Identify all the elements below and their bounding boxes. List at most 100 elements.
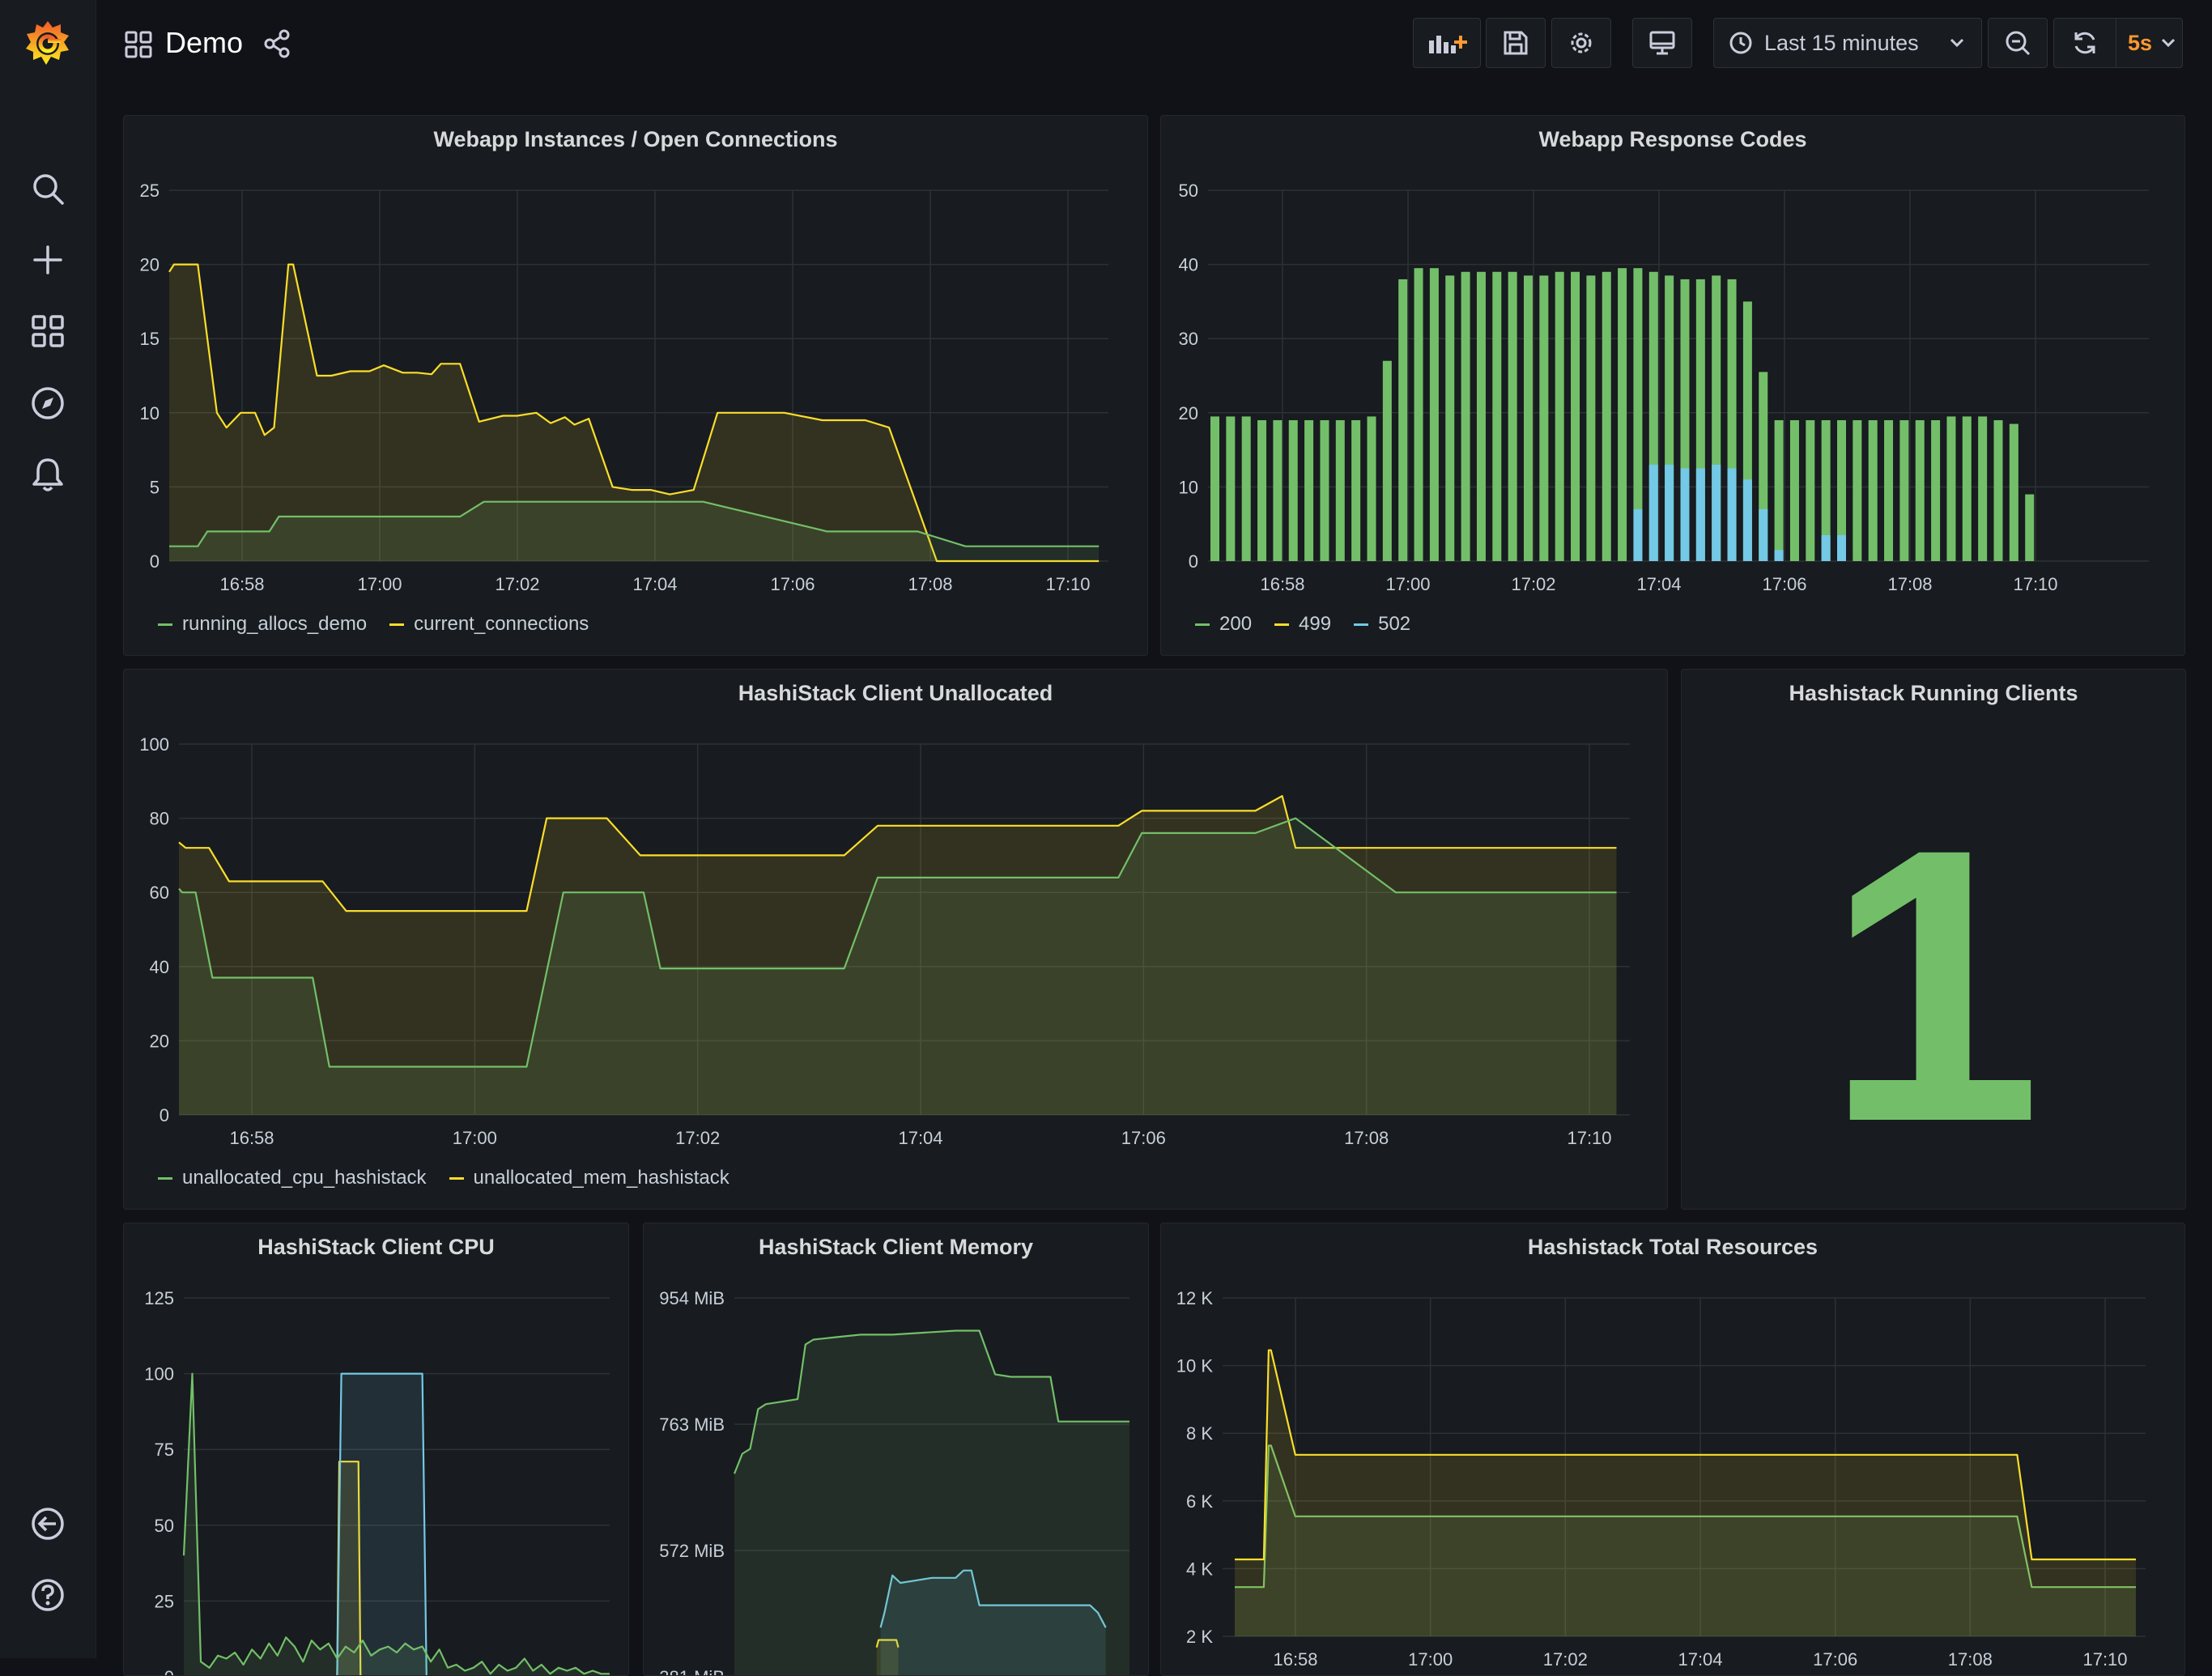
y-tick-label: 60 [150, 883, 169, 903]
panel-running-clients[interactable]: Hashistack Running Clients 1 [1681, 669, 2186, 1210]
search-icon[interactable] [23, 164, 72, 213]
gear-icon [1568, 29, 1595, 57]
bar [1853, 420, 1861, 561]
legend-item[interactable]: current_connections [389, 613, 589, 636]
legend-item[interactable]: running_allocs_demo [158, 613, 367, 636]
x-tick-label: 16:58 [1260, 574, 1304, 594]
top-nav-bar: Demo Last 15 minutes 5s [96, 0, 2212, 89]
bar [1445, 275, 1454, 561]
chart-legend: unallocated_cpu_hashistack unallocated_m… [158, 1167, 730, 1189]
refresh-picker[interactable]: 5s [2053, 18, 2183, 68]
y-tick-label: 10 [140, 403, 160, 423]
y-tick-label: 2 K [1186, 1627, 1213, 1647]
bar [1368, 416, 1376, 561]
zoom-out-button[interactable] [1988, 18, 2048, 68]
series-area [734, 1331, 1129, 1676]
time-range-picker[interactable]: Last 15 minutes [1713, 18, 1982, 68]
x-tick-label: 17:02 [495, 574, 539, 594]
bar [1461, 272, 1470, 561]
y-tick-label: 381 MiB [659, 1667, 725, 1676]
refresh-interval[interactable]: 5s [2128, 31, 2152, 56]
y-tick-label: 15 [140, 329, 160, 349]
x-tick-label: 17:10 [1567, 1128, 1611, 1148]
bar [1978, 416, 1987, 561]
bar [1336, 420, 1345, 561]
add-panel-button[interactable] [1413, 18, 1481, 68]
x-tick-label: 17:00 [1385, 574, 1430, 594]
x-tick-label: 16:58 [219, 574, 264, 594]
x-tick-label: 17:10 [2082, 1649, 2127, 1670]
y-tick-label: 50 [1179, 181, 1198, 201]
y-tick-label: 25 [155, 1591, 174, 1611]
save-dashboard-button[interactable] [1486, 18, 1546, 68]
bar [1775, 420, 1784, 561]
dashboard-title[interactable]: Demo [165, 26, 243, 60]
y-tick-label: 0 [1189, 551, 1198, 572]
sign-in-icon[interactable] [23, 1499, 72, 1548]
bar [1273, 420, 1282, 561]
bar [1508, 272, 1517, 561]
x-tick-label: 17:02 [1511, 574, 1555, 594]
panel-client-cpu[interactable]: HashiStack Client CPU 0255075100125 [123, 1223, 629, 1676]
bar [1696, 469, 1705, 562]
zoom-out-icon [2004, 29, 2031, 57]
bar [1931, 420, 1940, 561]
settings-button[interactable] [1551, 18, 1611, 68]
y-tick-label: 40 [150, 957, 169, 977]
bar [2025, 495, 2034, 561]
legend-item[interactable]: 499 [1274, 613, 1331, 636]
clock-icon [1729, 31, 1753, 55]
y-tick-label: 0 [160, 1105, 169, 1125]
plus-icon[interactable] [23, 236, 72, 284]
explore-icon[interactable] [23, 379, 72, 428]
share-icon[interactable] [262, 29, 291, 62]
stat-value: 1 [1682, 791, 2185, 1180]
x-tick-label: 17:04 [898, 1128, 942, 1148]
y-tick-label: 954 MiB [659, 1288, 725, 1308]
tv-mode-button[interactable] [1632, 18, 1692, 68]
alerting-icon[interactable] [23, 450, 72, 499]
bar [1649, 465, 1658, 561]
help-icon[interactable] [23, 1571, 72, 1619]
bar [1946, 416, 1955, 561]
y-tick-label: 100 [144, 1364, 174, 1385]
bar [1869, 420, 1878, 561]
x-tick-label: 17:04 [1678, 1649, 1722, 1670]
bar [1728, 469, 1737, 562]
x-tick-label: 17:06 [1121, 1128, 1166, 1148]
dashboards-icon[interactable] [23, 307, 72, 355]
bar [1571, 272, 1580, 561]
series-area [1235, 1351, 2136, 1636]
y-tick-label: 10 [1179, 477, 1198, 497]
bar [1806, 420, 1814, 561]
legend-item[interactable]: 200 [1195, 613, 1252, 636]
refresh-button[interactable] [2054, 19, 2116, 67]
panel-title[interactable]: Hashistack Running Clients [1682, 681, 2185, 706]
legend-item[interactable]: unallocated_mem_hashistack [449, 1167, 730, 1189]
bar [1351, 420, 1360, 561]
bar [1790, 420, 1799, 561]
y-tick-label: 8 K [1186, 1423, 1213, 1444]
grafana-logo[interactable] [23, 19, 72, 68]
x-tick-label: 17:08 [1948, 1649, 1993, 1670]
legend-item[interactable]: unallocated_cpu_hashistack [158, 1167, 427, 1189]
x-tick-label: 17:00 [357, 574, 402, 594]
x-tick-label: 17:02 [1543, 1649, 1588, 1670]
bar [1743, 479, 1752, 561]
legend-item[interactable]: 502 [1354, 613, 1410, 636]
sidebar [0, 0, 96, 1658]
bar [1712, 465, 1721, 561]
bar [1383, 361, 1392, 561]
x-tick-label: 17:04 [632, 574, 677, 594]
x-tick-label: 17:00 [453, 1128, 497, 1148]
panel-client-memory[interactable]: HashiStack Client Memory 381 MiB572 MiB7… [643, 1223, 1149, 1676]
y-tick-label: 30 [1179, 329, 1198, 349]
